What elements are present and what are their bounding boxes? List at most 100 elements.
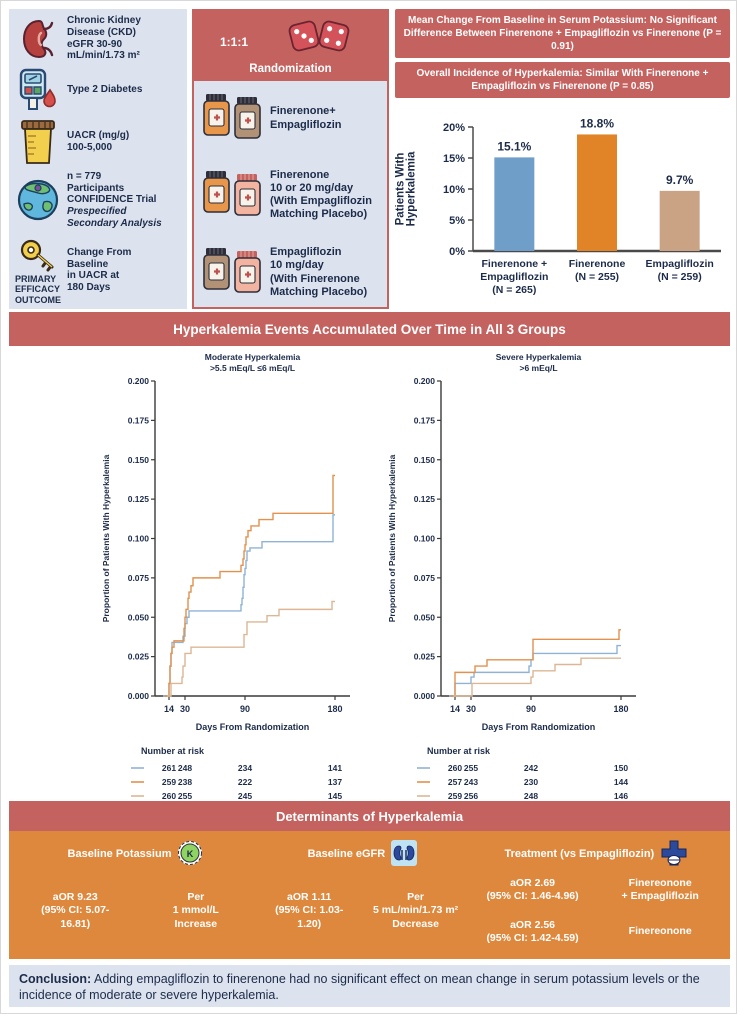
svg-text:141: 141	[328, 763, 342, 773]
study-item-uacr-text: UACR (mg/g) 100-5,000	[67, 129, 130, 153]
svg-text:0.150: 0.150	[128, 455, 150, 465]
determinants-title: Determinants of Hyperkalemia	[9, 801, 730, 831]
study-item-diabetes: Type 2 Diabetes	[15, 68, 183, 112]
study-item-trial: n = 779 Participants CONFIDENCE Trial Pr…	[15, 171, 183, 230]
medical-cross-icon	[660, 839, 688, 870]
svg-text:222: 222	[238, 777, 252, 787]
km-chart-severe: Severe Hyperkalemia >6 mEq/L 0.000 0.025 0.0…	[379, 349, 669, 806]
km-severe-series-finerenone	[451, 629, 621, 697]
svg-text:30: 30	[466, 704, 476, 714]
bar-ylabel: Patients WithHyperkalemia	[395, 151, 418, 226]
svg-text:(N = 265): (N = 265)	[492, 284, 536, 296]
svg-text:248: 248	[178, 763, 192, 773]
glucometer-icon	[15, 68, 61, 112]
svg-text:>6 mEq/L: >6 mEq/L	[519, 363, 557, 373]
km-moderate-series-finerenone	[165, 474, 335, 697]
dice-icon	[286, 15, 352, 62]
svg-text:Number at risk: Number at risk	[427, 746, 491, 756]
pill-bottles-icon	[202, 93, 264, 144]
svg-text:Severe Hyperkalemia: Severe Hyperkalemia	[496, 352, 582, 362]
potassium-per: Per 1 mmol/L Increase	[172, 891, 219, 930]
svg-text:137: 137	[328, 777, 342, 787]
km-severe-series-empagliflozin	[453, 657, 621, 697]
study-population-panel: Chronic Kidney Disease (CKD) eGFR 30-90 …	[9, 9, 187, 309]
svg-text:0.200: 0.200	[128, 376, 150, 386]
bar-0	[494, 157, 535, 251]
svg-text:(N = 255): (N = 255)	[575, 271, 619, 283]
svg-text:259: 259	[448, 791, 462, 801]
determinant-baseline-egfr: Baseline eGFR aOR 1.11 (95% CI: 1.03- 1.…	[256, 839, 469, 953]
hyperkalemia-incidence-bar-chart: Patients WithHyperkalemia 0% 5% 10% 15% 20% 15…	[395, 101, 729, 318]
svg-text:0.100: 0.100	[414, 534, 436, 544]
study-item-ckd-text: Chronic Kidney Disease (CKD) eGFR 30-90 …	[67, 15, 141, 62]
svg-text:242: 242	[524, 763, 538, 773]
key-icon-block: PRIMARY EFFICACY OUTCOME	[15, 236, 61, 305]
svg-text:Finerenone: Finerenone	[569, 258, 626, 270]
trial-text: n = 779 Participants CONFIDENCE Trial	[67, 170, 157, 206]
svg-text:260: 260	[162, 791, 176, 801]
treatment-row-combo: aOR 2.69 (95% CI: 1.46-4.96) Finereonone…	[469, 877, 724, 903]
svg-text:180: 180	[327, 704, 342, 714]
top-row: Chronic Kidney Disease (CKD) eGFR 30-90 …	[9, 9, 730, 309]
svg-text:0%: 0%	[449, 246, 465, 258]
svg-text:0.050: 0.050	[128, 612, 150, 622]
km-severe-series-finerenone-empagliflozin	[449, 644, 621, 697]
svg-text:255: 255	[178, 791, 192, 801]
arm-list: Finerenone+ Empagliflozin	[194, 81, 387, 307]
treatment-combo-aor: aOR 2.69 (95% CI: 1.46-4.96)	[486, 876, 579, 902]
svg-text:Proportion of Patients With Hy: Proportion of Patients With Hyperkalemia	[387, 454, 397, 622]
trial-text-italic: Prespecified Secondary Analysis	[67, 206, 162, 229]
banner-serum-potassium: Mean Change From Baseline in Serum Potas…	[395, 9, 730, 58]
egfr-kidneys-icon	[391, 839, 418, 869]
km-chart-moderate: Moderate Hyperkalemia >5.5 mEq/L ≤6 mEq/L…	[93, 349, 383, 806]
km-severe-svg: Severe Hyperkalemia>6 mEq/L 0.000 0.025 0.0…	[387, 352, 636, 801]
conclusion-text: Adding empagliflozin to finerenone had n…	[19, 972, 700, 1003]
svg-text:15%: 15%	[443, 153, 465, 165]
svg-text:0.125: 0.125	[128, 494, 150, 504]
svg-text:Moderate Hyperkalemia: Moderate Hyperkalemia	[205, 352, 301, 362]
svg-text:0.050: 0.050	[414, 612, 436, 622]
km-moderate-series-empagliflozin	[167, 600, 335, 697]
arm-label: Finerenone+ Empagliflozin	[270, 105, 342, 131]
egfr-per: Per 5 mL/min/1.73 m² Decrease	[372, 891, 459, 930]
svg-text:Empagliflozin: Empagliflozin	[480, 271, 548, 283]
svg-text:0.200: 0.200	[414, 376, 436, 386]
km-section-banner: Hyperkalemia Events Accumulated Over Tim…	[9, 312, 730, 346]
svg-text:146: 146	[614, 791, 628, 801]
svg-text:0.150: 0.150	[414, 455, 436, 465]
urine-cup-icon	[15, 119, 61, 165]
treatment-combo-arm: Finereonone + Empagliflozin	[621, 876, 699, 902]
svg-text:0.000: 0.000	[128, 691, 150, 701]
arm-finerenone: Finerenone 10 or 20 mg/day (With Empagli…	[202, 169, 379, 222]
svg-text:5%: 5%	[449, 215, 465, 227]
banner-overall-incidence: Overall Incidence of Hyperkalemia: Simil…	[395, 62, 730, 98]
arm-empagliflozin: Empagliflozin 10 mg/day (With Finerenone…	[202, 246, 379, 299]
determinants-body: Baseline Potassium K aOR 9.23 (95% CI: 5…	[9, 831, 730, 959]
svg-text:0.000: 0.000	[414, 691, 436, 701]
svg-text:30: 30	[180, 704, 190, 714]
svg-text:259: 259	[162, 777, 176, 787]
svg-text:234: 234	[238, 763, 252, 773]
svg-text:0.025: 0.025	[128, 652, 150, 662]
treatment-finerenone-aor: aOR 2.56 (95% CI: 1.42-4.59)	[486, 918, 579, 944]
study-item-ckd: Chronic Kidney Disease (CKD) eGFR 30-90 …	[15, 15, 183, 62]
results-column: Mean Change From Baseline in Serum Potas…	[395, 9, 730, 309]
key-icon	[20, 239, 54, 272]
treatment-heading: Treatment (vs Empagliflozin)	[504, 848, 655, 860]
svg-text:0.125: 0.125	[414, 494, 436, 504]
svg-text:18.8%: 18.8%	[580, 116, 614, 130]
study-item-uacr: UACR (mg/g) 100-5,000	[15, 119, 183, 165]
svg-text:0.075: 0.075	[414, 573, 436, 583]
svg-text:(N = 259): (N = 259)	[658, 271, 702, 283]
bar-2	[659, 190, 700, 251]
determinants-panel: Determinants of Hyperkalemia Baseline Po…	[9, 801, 730, 959]
determinant-treatment: Treatment (vs Empagliflozin) aOR 2.69 (9…	[469, 839, 724, 953]
arm-label: Empagliflozin 10 mg/day (With Finerenone…	[270, 246, 368, 298]
study-item-diabetes-text: Type 2 Diabetes	[67, 84, 143, 96]
km-charts-area: Moderate Hyperkalemia >5.5 mEq/L ≤6 mEq/L…	[1, 349, 736, 801]
svg-text:145: 145	[328, 791, 342, 801]
determinant-baseline-potassium: Baseline Potassium K aOR 9.23 (95% CI: 5…	[15, 839, 256, 953]
study-item-outcome-text: Change From Baseline in UACR at 180 Days	[67, 246, 132, 294]
svg-text:144: 144	[614, 777, 628, 787]
